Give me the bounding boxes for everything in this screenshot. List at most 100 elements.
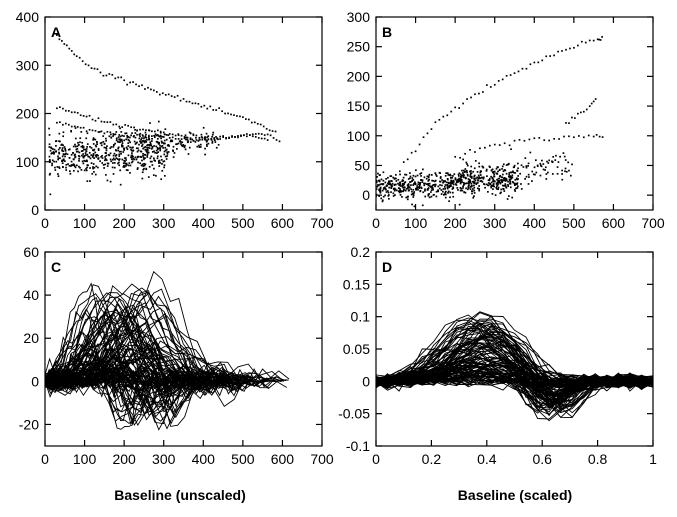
scatter-point	[495, 172, 498, 175]
scatter-point	[141, 159, 143, 162]
scatter-point	[420, 179, 423, 181]
scatter-point	[552, 155, 555, 158]
scatter-point	[527, 183, 530, 185]
y-tick-label: 60	[23, 244, 39, 260]
scatter-point	[136, 167, 139, 169]
scatter-point	[450, 185, 452, 188]
scatter-point	[388, 183, 390, 185]
scatter-point	[524, 157, 527, 159]
scatter-point	[470, 172, 473, 175]
curve-line	[45, 293, 255, 385]
scatter-point	[497, 186, 500, 189]
scatter-point	[557, 161, 560, 163]
trajectory-point	[430, 128, 433, 130]
trajectory-point	[151, 135, 153, 137]
trajectory-point	[266, 133, 269, 136]
scatter-point	[390, 191, 392, 193]
trajectory-point	[145, 129, 147, 132]
trajectory-point	[170, 95, 173, 97]
trajectory-point	[568, 122, 570, 125]
scatter-point	[407, 183, 410, 185]
trajectory-point	[185, 100, 188, 103]
x-tick-label: 300	[483, 215, 507, 231]
scatter-point	[141, 143, 144, 146]
scatter-point	[206, 145, 208, 147]
scatter-point	[387, 176, 389, 179]
trajectory-point	[543, 139, 546, 142]
scatter-point	[91, 156, 94, 158]
trajectory-point	[509, 74, 512, 76]
panel-letter: A	[51, 24, 61, 40]
scatter-point	[140, 150, 143, 153]
scatter-point	[495, 186, 498, 189]
scatter-point	[388, 180, 391, 183]
scatter-point	[141, 171, 144, 174]
scatter-point	[394, 194, 396, 196]
trajectory-point	[59, 106, 61, 109]
scatter-point	[449, 181, 452, 184]
scatter-point	[165, 158, 168, 160]
trajectory-point	[126, 83, 129, 86]
scatter-point	[389, 175, 392, 178]
scatter-point	[120, 150, 122, 153]
trajectory-point	[115, 123, 118, 126]
scatter-point	[152, 174, 155, 176]
scatter-point	[439, 180, 442, 183]
scatter-point	[381, 183, 384, 186]
scatter-point	[448, 185, 451, 187]
trajectory-point	[224, 112, 226, 115]
scatter-point	[551, 173, 554, 175]
scatter-point	[484, 186, 486, 189]
scatter-point	[114, 158, 116, 161]
scatter-point	[109, 158, 112, 161]
trajectory-point	[171, 133, 174, 136]
scatter-point	[147, 151, 150, 154]
scatter-point	[449, 196, 451, 199]
scatter-point	[470, 182, 473, 185]
scatter-point	[135, 142, 138, 144]
scatter-point	[499, 192, 502, 195]
scatter-point	[430, 186, 432, 188]
scatter-point	[118, 141, 121, 144]
scatter-point	[473, 180, 475, 183]
scatter-point	[379, 183, 381, 186]
trajectory-point	[201, 136, 204, 139]
scatter-point	[205, 140, 208, 143]
scatter-point	[86, 164, 89, 166]
scatter-point	[435, 195, 438, 198]
scatter-point	[403, 181, 406, 184]
trajectory-point	[221, 110, 223, 113]
scatter-point	[451, 181, 453, 184]
scatter-point	[388, 194, 390, 196]
y-tick-label: 0	[362, 373, 370, 389]
scatter-point	[214, 139, 216, 142]
scatter-point	[503, 169, 506, 172]
scatter-point	[148, 144, 151, 146]
scatter-point	[507, 195, 510, 197]
scatter-point	[513, 188, 516, 191]
scatter-point	[136, 150, 139, 153]
scatter-point	[142, 139, 145, 142]
scatter-point	[378, 180, 381, 183]
trajectory-point	[93, 67, 96, 70]
trajectory-point	[387, 182, 389, 185]
scatter-point	[57, 158, 60, 161]
scatter-point	[167, 151, 170, 153]
scatter-point	[564, 159, 567, 161]
trajectory-point	[263, 134, 266, 136]
scatter-point	[451, 188, 454, 190]
scatter-point	[471, 190, 474, 193]
scatter-point	[146, 156, 149, 158]
trajectory-point	[513, 72, 516, 75]
trajectory-point	[274, 130, 277, 133]
scatter-point	[378, 174, 381, 177]
scatter-point	[150, 140, 153, 142]
scatter-point	[151, 137, 153, 140]
trajectory-point	[493, 143, 496, 146]
scatter-point	[380, 183, 383, 185]
scatter-point	[417, 183, 420, 186]
scatter-point	[556, 166, 559, 168]
scatter-point	[418, 184, 421, 187]
scatter-point	[464, 170, 467, 173]
curve-line	[45, 350, 219, 394]
